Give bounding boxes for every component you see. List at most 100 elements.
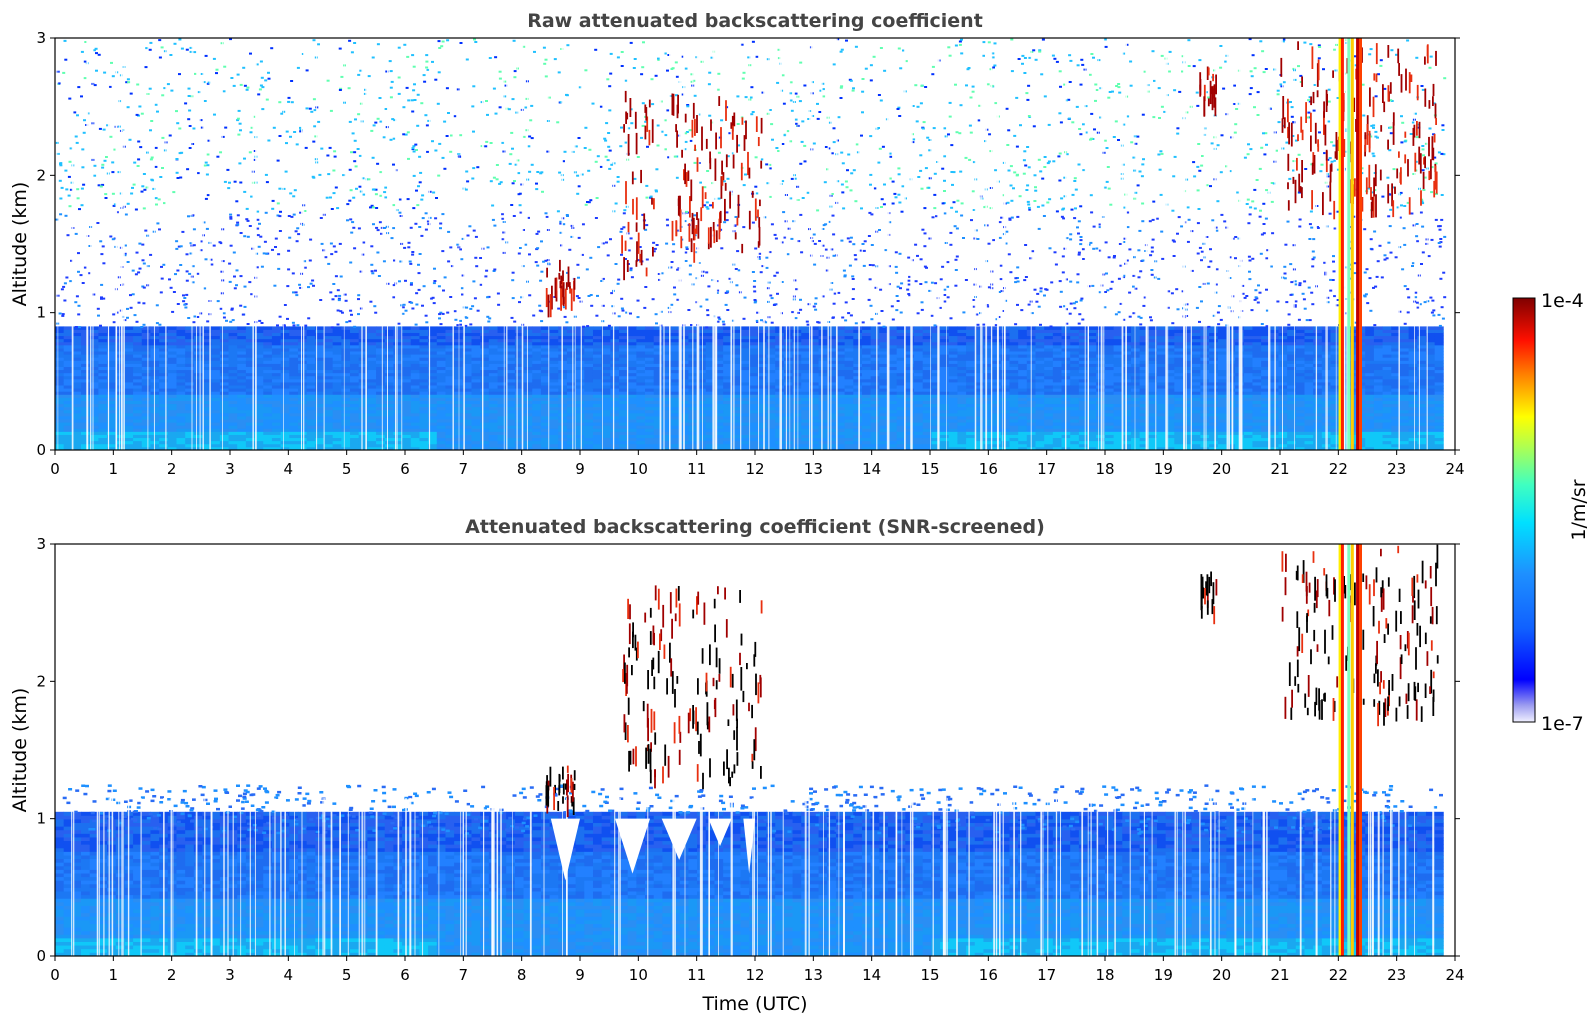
aerosol-cell — [462, 378, 472, 383]
aerosol-cell — [584, 375, 594, 380]
aerosol-cell — [801, 372, 811, 377]
aerosol-cell — [627, 382, 637, 386]
aerosol-cell — [1009, 357, 1019, 361]
aerosol-cell — [1018, 400, 1028, 405]
aerosol-cell — [1052, 409, 1062, 414]
aerosol-cell — [697, 378, 707, 383]
aerosol-cell — [419, 388, 429, 392]
aerosol-cell — [367, 394, 377, 398]
aerosol-cell — [514, 378, 524, 383]
aerosol-cell — [653, 385, 663, 389]
aerosol-cell — [228, 326, 238, 330]
aerosol-cell — [1052, 382, 1062, 386]
aerosol-cell — [1113, 431, 1123, 435]
aerosol-cell — [662, 440, 672, 445]
aerosol-cell — [705, 366, 715, 371]
aerosol-cell — [835, 437, 846, 442]
aerosol-cell — [792, 391, 802, 395]
aerosol-cell — [783, 400, 793, 405]
aerosol-cell — [532, 400, 542, 405]
aerosol-cell — [271, 394, 282, 398]
aerosol-cell — [462, 382, 472, 386]
aerosol-cell — [323, 416, 334, 420]
aerosol-cell — [428, 400, 438, 405]
aerosol-cell — [966, 422, 976, 426]
aerosol-cell — [219, 366, 229, 371]
aerosol-cell — [766, 348, 776, 352]
aerosol-cell — [81, 428, 91, 432]
aerosol-cell — [219, 416, 229, 420]
aerosol-cell — [514, 412, 524, 417]
aerosol-cell — [254, 354, 264, 358]
aerosol-cell — [211, 409, 221, 414]
aerosol-cell — [89, 354, 99, 358]
aerosol-cell — [1087, 394, 1097, 398]
aerosol-cell — [974, 326, 984, 330]
aerosol-cell — [818, 406, 828, 411]
aerosol-cell — [107, 437, 117, 442]
aerosol-cell — [488, 419, 498, 423]
aerosol-cell — [740, 372, 750, 377]
aerosol-cell — [922, 412, 932, 417]
aerosol-cell — [167, 416, 177, 420]
aerosol-cell — [55, 375, 65, 380]
aerosol-cell — [167, 422, 177, 426]
aerosol-cell — [506, 416, 516, 420]
aerosol-cell — [1052, 332, 1062, 337]
aerosol-cell — [107, 403, 117, 408]
aerosol-cell — [783, 385, 793, 389]
aerosol-cell — [801, 419, 811, 423]
aerosol-cell — [211, 428, 221, 432]
aerosol-cell — [471, 409, 481, 414]
aerosol-cell — [514, 440, 524, 445]
aerosol-cell — [159, 344, 169, 349]
aerosol-cell — [211, 326, 221, 330]
aerosol-cell — [219, 437, 229, 442]
aerosol-cell — [115, 412, 125, 417]
aerosol-cell — [176, 369, 186, 374]
aerosol-cell — [133, 378, 143, 383]
aerosol-cell — [341, 344, 351, 349]
aerosol-cell — [98, 422, 108, 426]
aerosol-cell — [835, 366, 846, 371]
aerosol-cell — [792, 348, 802, 352]
aerosol-cell — [523, 332, 533, 337]
aerosol-cell — [1130, 385, 1141, 389]
aerosol-cell — [853, 443, 863, 448]
aerosol-cell — [627, 385, 637, 389]
aerosol-cell — [532, 382, 542, 386]
aerosol-cell — [193, 400, 203, 405]
aerosol-cell — [584, 388, 594, 392]
aerosol-cell — [1018, 434, 1028, 439]
aerosol-cell — [723, 332, 733, 337]
aerosol-cell — [532, 409, 542, 414]
aerosol-cell — [193, 428, 203, 432]
aerosol-cell — [905, 375, 915, 380]
aerosol-cell — [350, 446, 360, 451]
aerosol-cell — [671, 378, 681, 383]
aerosol-cell — [393, 363, 403, 367]
aerosol-cell — [740, 329, 750, 333]
aerosol-cell — [497, 388, 507, 392]
aerosol-cell — [575, 375, 585, 380]
aerosol-cell — [506, 348, 516, 352]
aerosol-cell — [115, 388, 125, 392]
aerosol-cell — [966, 357, 976, 361]
aerosol-cell — [662, 329, 672, 333]
aerosol-cell — [271, 391, 282, 395]
aerosol-cell — [1087, 416, 1097, 420]
aerosol-cell — [254, 335, 264, 340]
aerosol-cell — [861, 419, 872, 423]
aerosol-cell — [1078, 378, 1088, 383]
aerosol-cell — [1035, 416, 1045, 420]
aerosol-cell — [1078, 440, 1088, 445]
aerosol-cell — [462, 406, 472, 411]
aerosol-cell — [914, 419, 924, 423]
aerosol-cell — [619, 351, 629, 355]
aerosol-cell — [922, 329, 932, 333]
aerosol-cell — [480, 419, 490, 423]
aerosol-cell — [714, 437, 724, 442]
aerosol-cell — [610, 338, 620, 343]
aerosol-cell — [124, 363, 134, 367]
aerosol-cell — [89, 403, 99, 408]
